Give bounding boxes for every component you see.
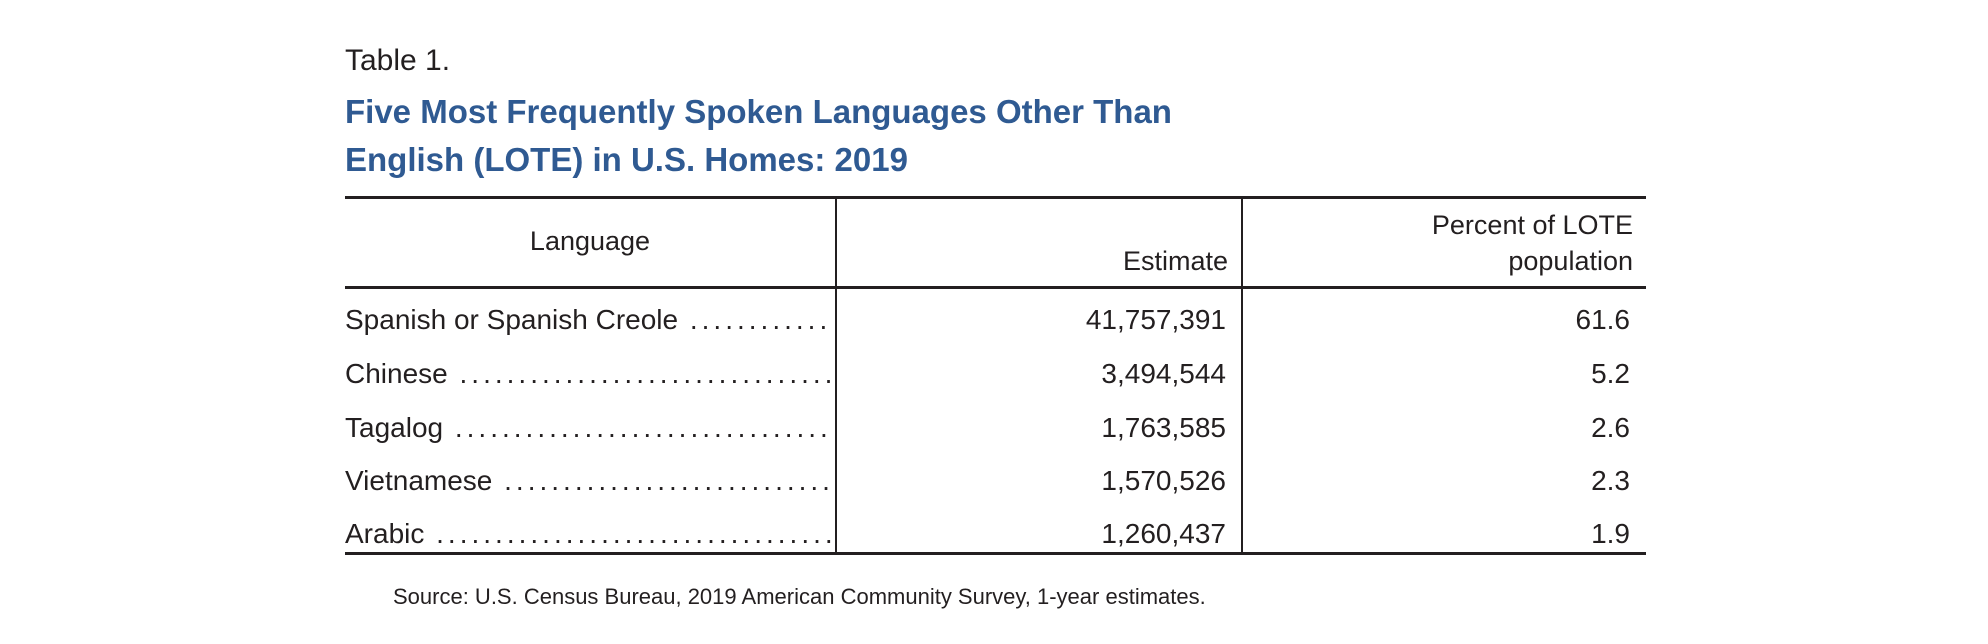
- table-title-line-2: English (LOTE) in U.S. Homes: 2019: [345, 141, 908, 178]
- bottom-rule: [345, 552, 1646, 555]
- column-divider: [1241, 197, 1243, 554]
- language-name: Tagalog: [345, 412, 444, 443]
- language-name: Spanish or Spanish Creole: [345, 304, 679, 335]
- header-percent-line-1: Percent of LOTE: [1431, 210, 1633, 240]
- leader-dots: ........................................…: [689, 304, 833, 335]
- table-row-estimate: 3,494,544: [1101, 358, 1226, 389]
- source-note: Source: U.S. Census Bureau, 2019 America…: [393, 584, 1206, 609]
- leader-dots: ........................................…: [454, 412, 833, 443]
- table-row-language: Spanish or Spanish Creole ..............…: [345, 304, 833, 336]
- header-rule: [345, 286, 1646, 289]
- language-name: Chinese: [345, 358, 448, 389]
- table-row-percent: 2.6: [1591, 412, 1630, 443]
- leader-dots: ........................................…: [504, 465, 833, 496]
- table-title-line-1: Five Most Frequently Spoken Languages Ot…: [345, 93, 1172, 130]
- header-language: Language: [529, 226, 651, 256]
- leader-dots: ........................................…: [436, 518, 833, 549]
- header-estimate: Estimate: [1122, 246, 1228, 276]
- table-row-estimate: 1,260,437: [1101, 518, 1226, 549]
- table-row-language: Chinese ................................…: [345, 358, 833, 390]
- table-row-estimate: 1,570,526: [1101, 465, 1226, 496]
- table-row-estimate: 41,757,391: [1085, 304, 1226, 335]
- column-divider: [835, 197, 837, 554]
- table-row-percent: 5.2: [1591, 358, 1630, 389]
- table-row-language: Arabic .................................…: [345, 518, 833, 550]
- table-label: Table 1.: [345, 44, 451, 77]
- table-row-language: Vietnamese .............................…: [345, 465, 833, 497]
- table-row-percent: 2.3: [1591, 465, 1630, 496]
- table-row-estimate: 1,763,585: [1101, 412, 1226, 443]
- table-row-percent: 61.6: [1575, 304, 1631, 335]
- table-row-language: Tagalog ................................…: [345, 412, 833, 444]
- language-name: Vietnamese: [345, 465, 493, 496]
- top-rule: [345, 196, 1646, 199]
- table-row-percent: 1.9: [1591, 518, 1630, 549]
- leader-dots: ........................................…: [459, 358, 834, 389]
- language-name: Arabic: [345, 518, 425, 549]
- header-percent-line-2: population: [1508, 246, 1633, 276]
